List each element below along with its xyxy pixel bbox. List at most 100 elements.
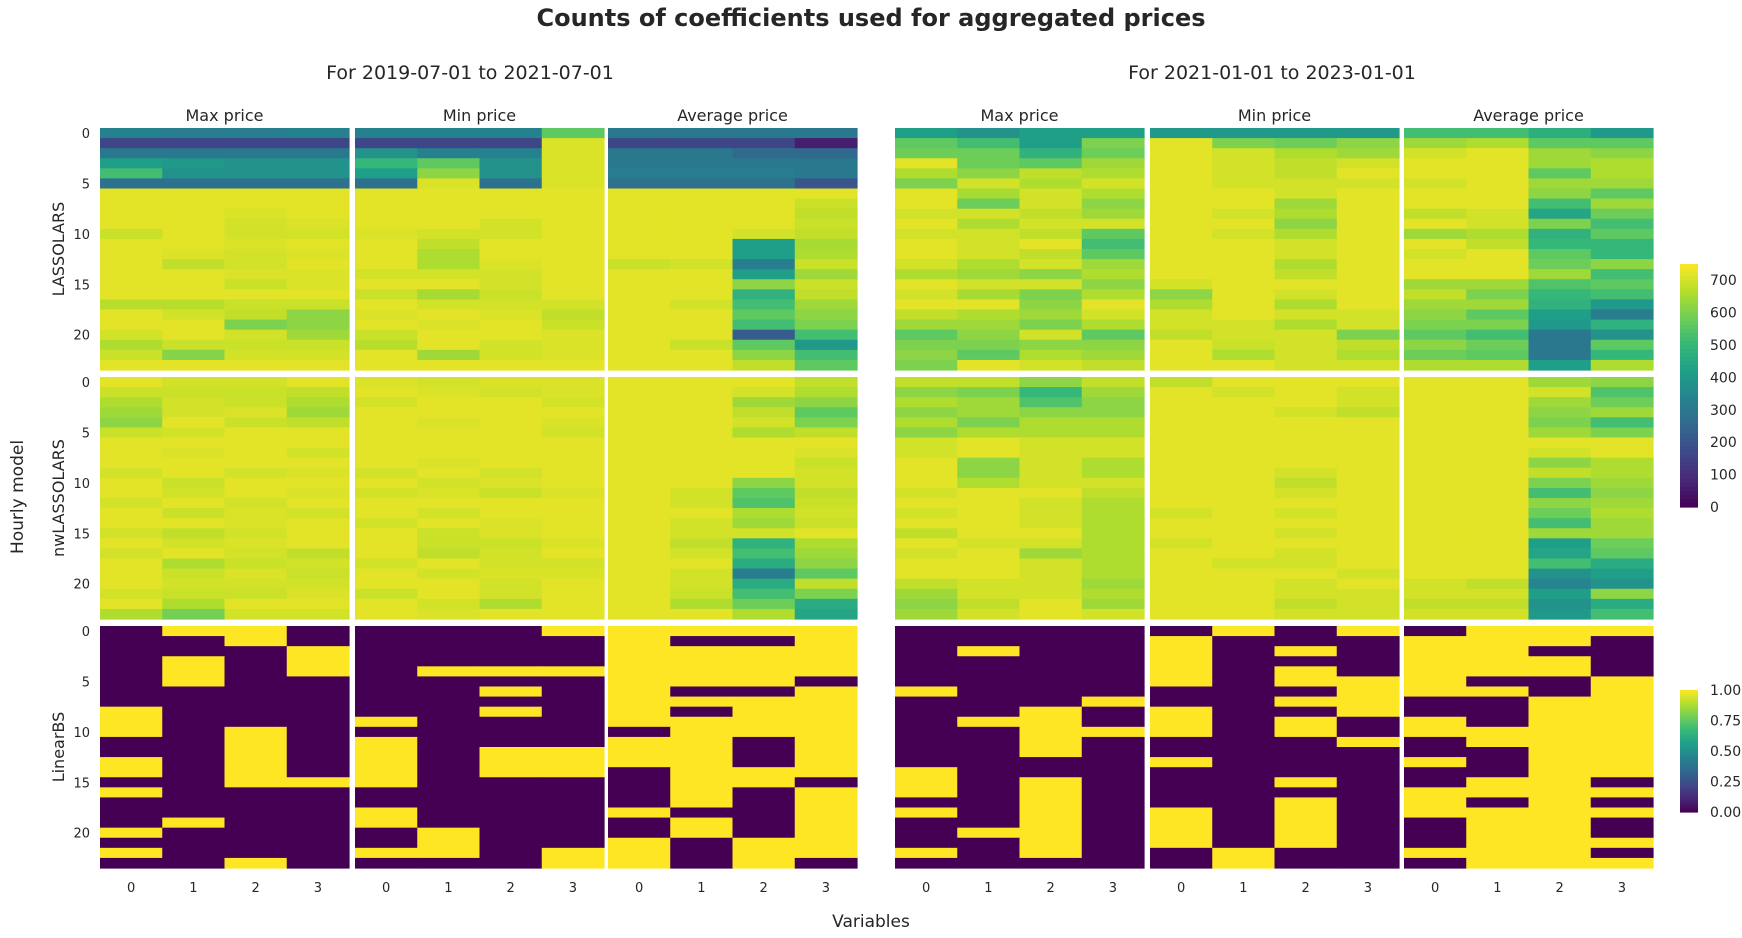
heatmap-cell: [1590, 319, 1654, 331]
heatmap-cell: [1404, 498, 1467, 509]
heatmap-cell: [1528, 447, 1592, 459]
colorbar-segment: [1680, 336, 1698, 342]
heatmap-cell: [541, 736, 605, 748]
heatmap-cell: [1336, 467, 1400, 479]
heatmap-cell: [355, 578, 418, 590]
colorbar-segment: [1680, 726, 1698, 730]
heatmap-cell: [417, 807, 481, 819]
heatmap-cell: [417, 598, 481, 610]
heatmap-cell: [100, 158, 163, 169]
heatmap-cell: [957, 198, 1021, 210]
heatmap-cell: [1404, 538, 1467, 550]
heatmap-cell: [479, 636, 543, 647]
heatmap-cell: [1528, 299, 1592, 311]
heatmap-cell: [1528, 548, 1592, 560]
heatmap-cell: [1019, 387, 1083, 398]
colorbar-segment: [1680, 316, 1698, 322]
heatmap-cell: [1466, 598, 1530, 610]
heatmap-cell: [1081, 508, 1145, 519]
heatmap-cell: [670, 437, 734, 449]
heatmap-cell: [1336, 138, 1400, 149]
heatmap-cell: [1528, 128, 1592, 139]
heatmap-cell: [794, 339, 858, 351]
heatmap-cell: [608, 636, 671, 647]
heatmap-cell: [1019, 847, 1083, 859]
heatmap-cell: [1150, 238, 1213, 250]
heatmap-cell: [732, 807, 796, 819]
heatmap-cell: [957, 646, 1021, 657]
heatmap-cell: [162, 457, 226, 469]
heatmap-cell: [895, 218, 958, 230]
heatmap-cell: [608, 736, 671, 748]
heatmap-cell: [479, 747, 543, 758]
heatmap-cell: [1274, 188, 1338, 200]
heatmap-cell: [732, 457, 796, 469]
heatmap-cell: [286, 588, 350, 600]
heatmap-cell: [957, 508, 1021, 519]
model-label: LASSOLARS: [49, 202, 68, 297]
heatmap-cell: [608, 578, 671, 590]
heatmap-cell: [355, 457, 418, 469]
heatmap-cell: [1212, 188, 1276, 200]
x-tick-label: 2: [1046, 881, 1054, 896]
heatmap-cell: [1081, 656, 1145, 667]
heatmap-cell: [732, 269, 796, 280]
heatmap-cell: [1081, 827, 1145, 839]
heatmap-cell: [417, 259, 481, 270]
heatmap-cell: [1150, 228, 1213, 240]
heatmap-cell: [670, 128, 734, 139]
heatmap-cell: [1466, 807, 1530, 819]
y-tick-label: 15: [73, 278, 90, 293]
heatmap-cell: [1590, 787, 1654, 799]
heatmap-cell: [895, 706, 958, 718]
heatmap-cell: [1528, 676, 1592, 688]
heatmap-cell: [1212, 269, 1276, 280]
colorbar-segment: [1680, 761, 1698, 764]
heatmap-cell: [1081, 279, 1145, 290]
heatmap-cell: [100, 578, 163, 590]
heatmap-cell: [895, 797, 958, 809]
heatmap-cell: [957, 736, 1021, 748]
heatmap-cell: [1274, 787, 1338, 799]
heatmap-cell: [1528, 787, 1592, 799]
heatmap-cell: [1081, 757, 1145, 768]
model-label: LinearBS: [49, 712, 68, 783]
heatmap-cell: [1466, 726, 1530, 738]
heatmap-cell: [224, 608, 288, 620]
heatmap-cell: [286, 676, 350, 688]
heatmap-cell: [895, 309, 958, 321]
heatmap-cell: [355, 857, 418, 869]
heatmap-cell: [732, 178, 796, 190]
heatmap-cell: [1150, 457, 1213, 469]
heatmap-cell: [957, 299, 1021, 311]
heatmap-cell: [1590, 767, 1654, 778]
heatmap-cell: [479, 279, 543, 290]
heatmap-cell: [1404, 787, 1467, 799]
heatmap-cell: [732, 319, 796, 331]
heatmap-cell: [100, 646, 163, 657]
y-tick-label: 5: [82, 427, 90, 442]
heatmap-cell: [224, 228, 288, 240]
heatmap-cell: [355, 787, 418, 799]
heatmap-cell: [1528, 148, 1592, 159]
heatmap-cell: [1019, 228, 1083, 240]
heatmap-cell: [1590, 736, 1654, 748]
heatmap-cell: [794, 349, 858, 361]
heatmap-cell: [1081, 608, 1145, 620]
heatmap-cell: [224, 706, 288, 718]
heatmap-cell: [355, 747, 418, 758]
heatmap-cell: [670, 269, 734, 280]
heatmap-cell: [1404, 208, 1467, 220]
colorbar-segment: [1680, 498, 1698, 504]
heatmap-cell: [732, 417, 796, 429]
heatmap-cell: [286, 279, 350, 290]
colorbar-tick-label: 700: [1710, 273, 1737, 289]
heatmap-cell: [732, 218, 796, 230]
y-tick-label: 0: [82, 625, 90, 640]
heatmap-cell: [1590, 726, 1654, 738]
heatmap-cell: [670, 686, 734, 698]
heatmap-cell: [479, 676, 543, 688]
heatmap-cell: [479, 528, 543, 539]
heatmap-cell: [1466, 498, 1530, 509]
heatmap-cell: [355, 626, 418, 637]
